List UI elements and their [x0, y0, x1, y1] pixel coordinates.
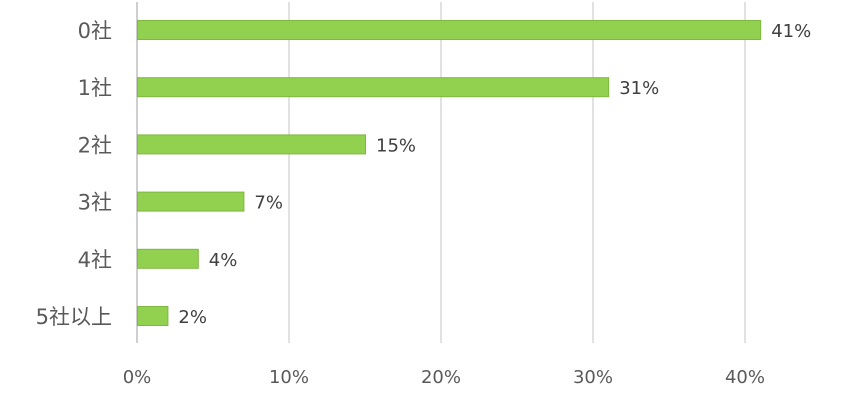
category-label: 5社以上 — [36, 305, 112, 329]
x-tick-label: 20% — [421, 367, 461, 388]
bar — [137, 77, 610, 98]
category-label: 1社 — [78, 76, 112, 100]
data-label: 4% — [209, 250, 238, 271]
bar — [137, 248, 199, 269]
category-label: 3社 — [78, 191, 112, 215]
category-label: 2社 — [78, 133, 112, 157]
bar — [137, 191, 245, 212]
data-label: 41% — [771, 21, 811, 42]
x-tick-label: 0% — [123, 367, 152, 388]
category-labels: 0社 1社 2社 3社 4社 5社以上 — [36, 19, 112, 329]
data-label: 2% — [178, 307, 207, 328]
bar — [137, 20, 762, 40]
data-label: 15% — [376, 135, 416, 156]
bar — [137, 134, 366, 155]
x-tick-label: 10% — [269, 367, 309, 388]
data-label: 31% — [619, 78, 659, 99]
x-tick-label: 30% — [573, 367, 613, 388]
gridlines — [136, 2, 746, 343]
x-axis-ticks: 0% 10% 20% 30% 40% — [123, 367, 765, 388]
x-tick-label: 40% — [725, 367, 765, 388]
bar — [137, 306, 169, 326]
bars — [137, 20, 762, 326]
category-label: 0社 — [78, 19, 112, 43]
data-label: 7% — [254, 193, 283, 214]
value-labels: 41% 31% 15% 7% 4% 2% — [178, 21, 811, 328]
category-label: 4社 — [78, 248, 112, 272]
